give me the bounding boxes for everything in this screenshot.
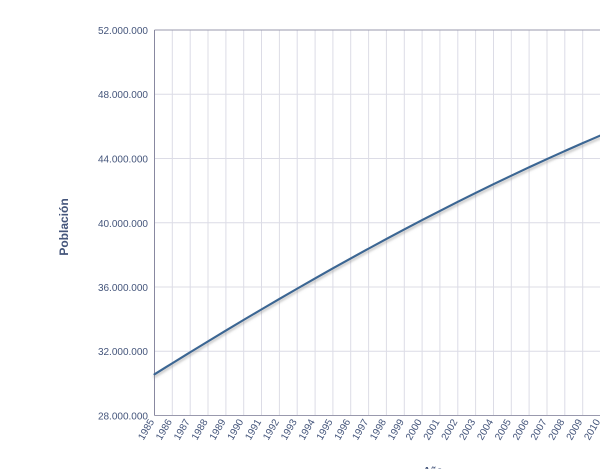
svg-text:2004: 2004 (475, 417, 496, 442)
svg-text:28.000.000: 28.000.000 (98, 412, 148, 423)
svg-text:48.000.000: 48.000.000 (98, 90, 148, 101)
svg-text:1997: 1997 (351, 417, 372, 442)
svg-text:1995: 1995 (315, 417, 336, 442)
svg-text:2010: 2010 (582, 417, 600, 442)
svg-text:32.000.000: 32.000.000 (98, 347, 148, 358)
svg-text:44.000.000: 44.000.000 (98, 155, 148, 166)
svg-text:36.000.000: 36.000.000 (98, 283, 148, 294)
svg-text:1998: 1998 (368, 417, 389, 442)
svg-text:2007: 2007 (529, 417, 550, 442)
svg-text:1992: 1992 (261, 417, 282, 442)
svg-text:1990: 1990 (226, 417, 247, 442)
svg-text:2008: 2008 (547, 417, 568, 442)
svg-text:40.000.000: 40.000.000 (98, 219, 148, 230)
svg-text:Población: Población (57, 198, 71, 255)
svg-text:2003: 2003 (458, 417, 479, 442)
svg-text:1993: 1993 (279, 417, 300, 442)
svg-text:1988: 1988 (190, 417, 211, 442)
svg-text:52.000.000: 52.000.000 (98, 26, 148, 37)
svg-text:2006: 2006 (511, 417, 532, 442)
svg-text:1994: 1994 (297, 417, 318, 442)
svg-text:2002: 2002 (440, 417, 461, 442)
svg-text:1987: 1987 (172, 417, 193, 442)
svg-text:2009: 2009 (565, 417, 586, 442)
svg-text:1999: 1999 (386, 417, 407, 442)
svg-text:2005: 2005 (493, 417, 514, 442)
svg-text:2001: 2001 (422, 417, 443, 442)
svg-text:1991: 1991 (243, 417, 264, 442)
svg-text:1996: 1996 (333, 417, 354, 442)
svg-text:1986: 1986 (154, 417, 175, 442)
svg-text:1989: 1989 (208, 417, 229, 442)
svg-text:2000: 2000 (404, 417, 425, 442)
